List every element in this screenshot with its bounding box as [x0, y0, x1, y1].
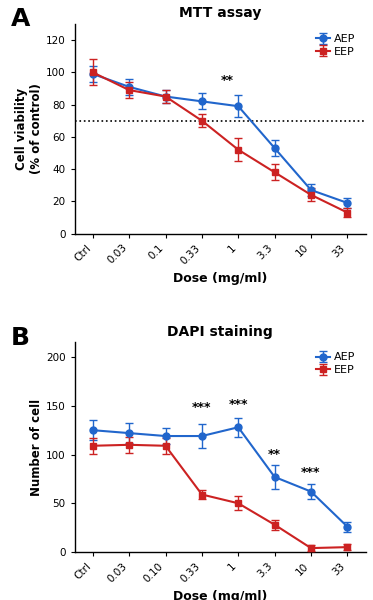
Legend: AEP, EEP: AEP, EEP: [312, 348, 360, 380]
Text: **: **: [221, 74, 234, 87]
Y-axis label: Number of cell: Number of cell: [30, 398, 43, 496]
Text: **: **: [268, 448, 281, 461]
Title: DAPI staining: DAPI staining: [167, 325, 273, 338]
Text: B: B: [10, 326, 29, 350]
Text: ***: ***: [301, 466, 321, 479]
Title: MTT assay: MTT assay: [179, 6, 261, 20]
X-axis label: Dose (mg/ml): Dose (mg/ml): [173, 272, 267, 284]
Text: ***: ***: [192, 401, 211, 413]
Legend: AEP, EEP: AEP, EEP: [312, 29, 360, 61]
X-axis label: Dose (mg/ml): Dose (mg/ml): [173, 590, 267, 600]
Text: ***: ***: [229, 398, 248, 410]
Y-axis label: Cell viability
(% of control): Cell viability (% of control): [15, 83, 43, 174]
Text: A: A: [10, 7, 30, 31]
